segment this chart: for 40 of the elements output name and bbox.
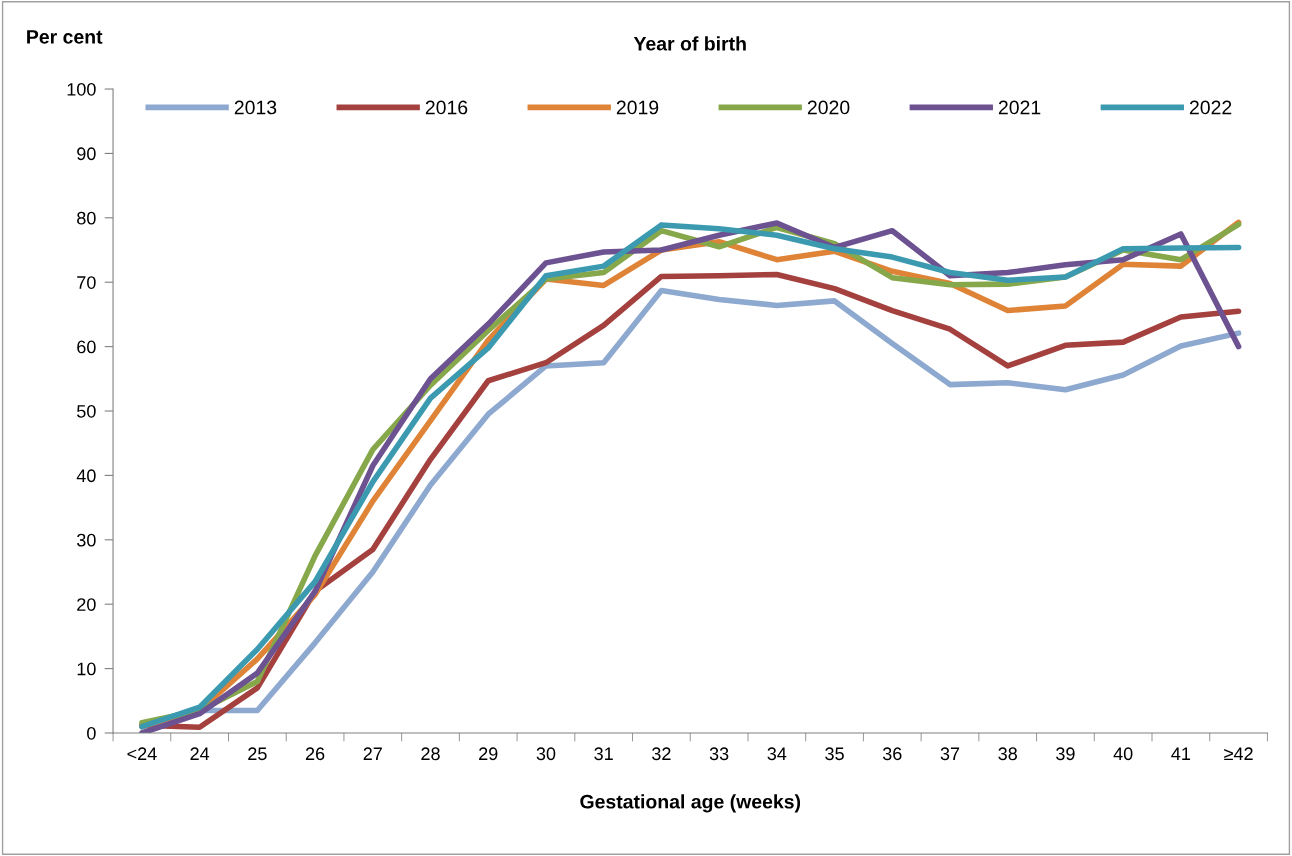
y-tick-label: 100 bbox=[67, 82, 96, 96]
x-tick-label: 31 bbox=[594, 747, 613, 761]
legend-label: 2016 bbox=[425, 100, 468, 115]
x-tick-label: 32 bbox=[652, 747, 671, 761]
x-tick-label: 34 bbox=[767, 747, 787, 761]
y-tick-label: 90 bbox=[77, 147, 96, 161]
legend-label: 2019 bbox=[616, 100, 659, 115]
y-tick-label: 10 bbox=[77, 662, 96, 676]
y-tick-label: 0 bbox=[87, 726, 96, 740]
legend-label: 2013 bbox=[234, 100, 277, 115]
x-tick-label: 29 bbox=[479, 747, 498, 761]
y-tick-label: 70 bbox=[77, 276, 96, 289]
legend-label: 2020 bbox=[807, 100, 850, 115]
legend-title: Year of birth bbox=[633, 36, 746, 51]
x-tick-label: 38 bbox=[998, 747, 1017, 761]
y-tick-label: 50 bbox=[77, 404, 96, 418]
legend-label: 2021 bbox=[998, 100, 1041, 115]
x-axis-title: Gestational age (weeks) bbox=[580, 794, 801, 813]
y-tick-label: 60 bbox=[77, 340, 96, 354]
x-tick-label: 41 bbox=[1171, 747, 1191, 760]
x-tick-label: 26 bbox=[305, 747, 325, 761]
x-tick-label: 24 bbox=[190, 747, 210, 760]
x-tick-label: 37 bbox=[940, 747, 960, 761]
x-tick-label: 25 bbox=[248, 747, 267, 761]
x-tick-label: 28 bbox=[421, 747, 440, 761]
x-tick-label: <24 bbox=[127, 747, 157, 760]
y-tick-label: 30 bbox=[76, 533, 96, 547]
x-tick-label: 39 bbox=[1056, 747, 1075, 761]
x-tick-label: 33 bbox=[709, 747, 729, 761]
legend-label: 2022 bbox=[1189, 100, 1232, 115]
y-axis-title: Per cent bbox=[27, 30, 103, 44]
y-tick-label: 80 bbox=[77, 211, 96, 225]
y-tick-label: 40 bbox=[76, 469, 96, 483]
y-tick-label: 20 bbox=[77, 598, 96, 611]
x-tick-label: ≥42 bbox=[1224, 747, 1253, 760]
x-tick-label: 40 bbox=[1113, 747, 1133, 761]
x-tick-label: 30 bbox=[536, 747, 556, 761]
x-tick-label: 36 bbox=[882, 747, 902, 761]
x-tick-label: 35 bbox=[825, 747, 844, 761]
x-tick-label: 27 bbox=[363, 747, 382, 760]
